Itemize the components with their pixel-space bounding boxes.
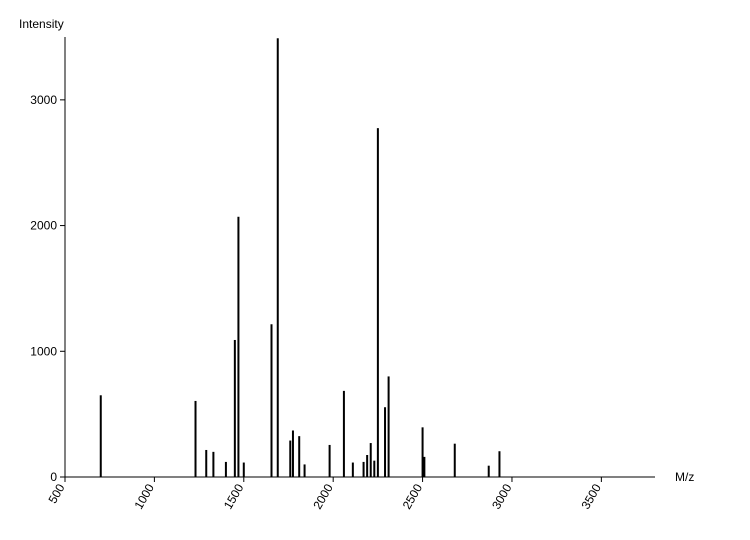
- spectrum-peak: [343, 391, 345, 477]
- mass-spectrum-chart: 0100020003000500100015002000250030003500…: [0, 0, 750, 540]
- y-tick-label: 2000: [30, 219, 57, 233]
- chart-svg: 0100020003000500100015002000250030003500…: [0, 0, 750, 540]
- y-tick-label: 0: [50, 470, 57, 484]
- spectrum-peak: [298, 436, 300, 477]
- spectrum-peak: [243, 463, 245, 477]
- spectrum-peak: [388, 376, 390, 477]
- spectrum-peak: [205, 450, 207, 477]
- y-axis-label: Intensity: [19, 17, 64, 31]
- spectrum-peak: [498, 451, 500, 477]
- spectrum-peak: [289, 441, 291, 477]
- spectrum-peak: [377, 128, 379, 477]
- spectrum-peak: [329, 445, 331, 477]
- chart-background: [0, 0, 750, 540]
- spectrum-peak: [225, 462, 227, 477]
- spectrum-peak: [234, 340, 236, 477]
- y-tick-label: 1000: [30, 344, 57, 358]
- spectrum-peak: [100, 395, 102, 477]
- y-tick-label: 3000: [30, 93, 57, 107]
- spectrum-peak: [352, 463, 354, 477]
- spectrum-peak: [363, 462, 365, 477]
- spectrum-peak: [488, 466, 490, 477]
- spectrum-peak: [237, 217, 239, 477]
- spectrum-peak: [422, 427, 424, 477]
- x-axis-label: M/z: [675, 470, 694, 484]
- spectrum-peak: [384, 407, 386, 477]
- spectrum-peak: [212, 452, 214, 477]
- spectrum-peak: [292, 430, 294, 477]
- spectrum-peak: [304, 464, 306, 477]
- spectrum-peak: [366, 455, 368, 477]
- spectrum-peak: [454, 444, 456, 477]
- spectrum-peak: [370, 443, 372, 477]
- spectrum-peak: [271, 324, 273, 477]
- spectrum-peak: [195, 401, 197, 477]
- spectrum-peak: [373, 461, 375, 477]
- spectrum-peak: [423, 457, 425, 477]
- spectrum-peak: [277, 38, 279, 477]
